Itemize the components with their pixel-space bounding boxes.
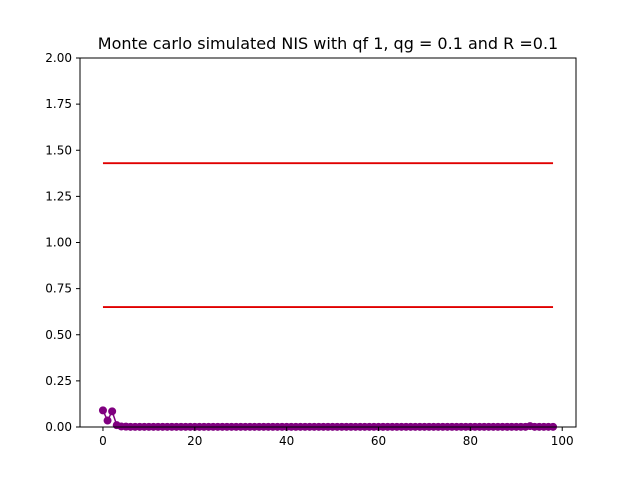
data-point-2: [108, 407, 117, 416]
x-tick-label: 20: [187, 434, 202, 448]
y-tick-label: 1.75: [45, 97, 72, 111]
y-tick-label: 0.75: [45, 282, 72, 296]
y-tick-label: 1.00: [45, 236, 72, 250]
data-point-1: [103, 416, 112, 425]
y-tick-label: 1.25: [45, 189, 72, 203]
y-tick-label: 2.00: [45, 51, 72, 65]
x-tick-label: 100: [551, 434, 574, 448]
y-tick-label: 0.25: [45, 374, 72, 388]
x-tick-label: 60: [371, 434, 386, 448]
x-tick-label: 80: [463, 434, 478, 448]
x-tick-label: 40: [279, 434, 294, 448]
chart-title: Monte carlo simulated NIS with qf 1, qg …: [98, 34, 558, 53]
y-tick-label: 0.00: [45, 420, 72, 434]
y-tick-label: 1.50: [45, 143, 72, 157]
data-point-0: [98, 406, 107, 415]
y-tick-label: 0.50: [45, 328, 72, 342]
x-tick-label: 0: [99, 434, 107, 448]
